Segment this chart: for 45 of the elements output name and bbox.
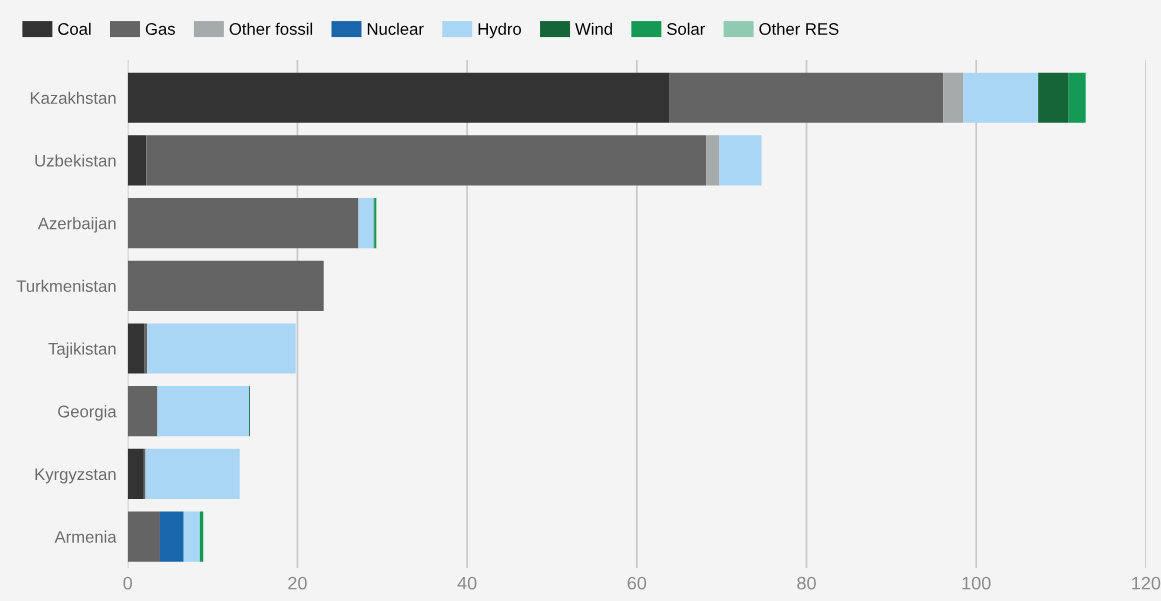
bar <box>127 448 144 499</box>
bar <box>183 511 200 562</box>
y-tick-label: Azerbaijan <box>37 217 116 233</box>
y-tick-label: Turkmenistan <box>16 279 116 293</box>
bar <box>127 72 670 123</box>
bar <box>719 135 762 186</box>
legend-label: Coal <box>58 22 91 35</box>
legend-label: Nuclear <box>367 22 424 35</box>
y-tick-label: Kazakhstan <box>30 91 116 104</box>
bar <box>157 386 250 437</box>
y-tick-label: Armenia <box>54 530 117 543</box>
bar <box>127 323 145 374</box>
legend-label: Other RES <box>759 22 839 35</box>
bar <box>127 511 160 562</box>
bar <box>146 135 707 186</box>
bar <box>706 135 720 186</box>
bar <box>669 72 944 123</box>
x-tick-label: 80 <box>797 576 816 590</box>
x-tick-label: 40 <box>457 576 477 590</box>
x-tick-label: 100 <box>962 576 991 590</box>
legend-label: Gas <box>145 23 175 35</box>
y-tick-label: Kyrgyzstan <box>35 468 116 484</box>
x-tick-label: 120 <box>1132 576 1161 590</box>
y-tick-label: Uzbekistan <box>35 154 116 167</box>
bar <box>127 260 324 311</box>
bar <box>127 198 359 249</box>
bar <box>1068 72 1086 123</box>
bar <box>147 323 296 374</box>
bar <box>127 386 158 437</box>
x-tick-label: 0 <box>123 576 133 590</box>
y-tick-label: Georgia <box>58 405 117 421</box>
legend-label: Other fossil <box>229 22 313 35</box>
x-tick-label: 60 <box>627 576 647 590</box>
legend-label: Wind <box>575 22 612 35</box>
bar <box>127 135 147 186</box>
legend-label: Solar <box>667 22 705 35</box>
bar <box>145 448 240 499</box>
y-tick-label: Tajikistan <box>48 342 116 358</box>
x-tick-label: 20 <box>288 576 307 590</box>
legend-label: Hydro <box>478 22 522 39</box>
bar <box>943 72 964 123</box>
bar <box>963 72 1039 123</box>
bar <box>358 198 374 249</box>
bar <box>1038 72 1069 123</box>
bar <box>159 511 184 562</box>
